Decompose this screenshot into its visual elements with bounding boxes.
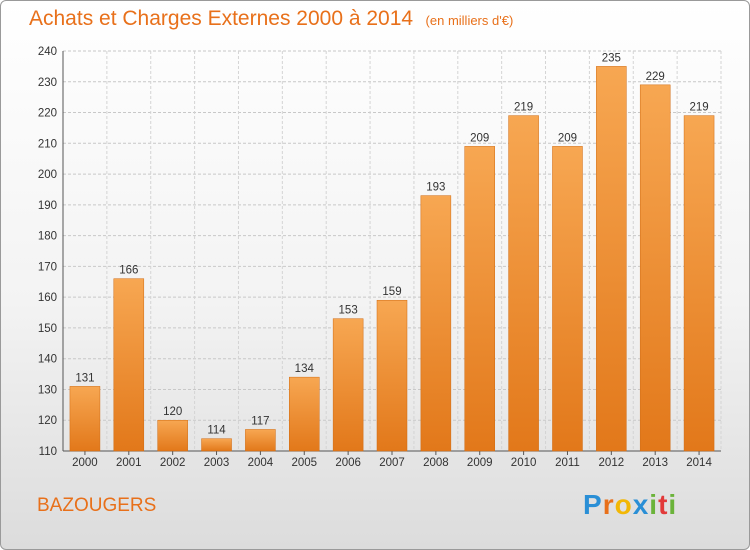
bar-value-label: 131 [75, 372, 94, 384]
bar [376, 299, 408, 452]
labels: 110 120 130 140 150 160 170 180 190 200 210 220 230 2… [38, 46, 713, 469]
x-tick-label: 2000 [72, 457, 98, 469]
title-block: Achats et Charges Externes 2000 à 2014 (… [29, 7, 513, 31]
x-tick-label: 2011 [555, 457, 580, 469]
y-tick-label: 200 [38, 169, 57, 181]
commune-name: BAZOUGERS [37, 495, 157, 516]
x-tick-label: 2012 [599, 457, 625, 469]
x-tick-label: 2010 [511, 457, 537, 469]
bar-value-label: 120 [163, 406, 182, 418]
bars [69, 66, 715, 452]
bar-value-label: 235 [602, 52, 621, 64]
bar-value-label: 229 [646, 71, 665, 83]
bar-value-label: 117 [251, 415, 269, 427]
bar-value-label: 219 [689, 102, 708, 114]
y-tick-label: 220 [38, 108, 57, 120]
x-tick-label: 2003 [204, 457, 230, 469]
x-tick-label: 2014 [686, 457, 712, 469]
x-tick-label: 2009 [467, 457, 493, 469]
grid-lines [62, 50, 722, 452]
bar [552, 146, 583, 452]
y-tick-label: 170 [38, 261, 57, 273]
bar [596, 66, 627, 452]
bar-value-label: 153 [339, 305, 358, 317]
y-tick-label: 210 [38, 138, 57, 150]
bar [113, 278, 145, 452]
y-tick-label: 130 [38, 384, 57, 396]
chart-unit: (en milliers d'€) [425, 13, 514, 28]
bar-value-label: 166 [119, 265, 138, 277]
bar [420, 195, 452, 452]
x-tick-label: 2005 [291, 457, 317, 469]
bar-value-label: 219 [514, 102, 533, 114]
y-tick-label: 160 [38, 292, 57, 304]
proxiti-logo[interactable]: Proxiti [583, 489, 678, 520]
bar [157, 419, 188, 452]
bar [245, 429, 276, 452]
bar-value-label: 193 [426, 182, 445, 194]
chart-title: Achats et Charges Externes 2000 à 2014 [29, 7, 414, 30]
bar [639, 84, 671, 452]
bar-value-label: 209 [558, 132, 577, 144]
bar-value-label: 209 [470, 132, 489, 144]
y-tick-label: 140 [38, 354, 57, 366]
x-tick-label: 2006 [335, 457, 361, 469]
y-tick-label: 180 [38, 231, 57, 243]
x-tick-label: 2001 [116, 457, 142, 469]
y-tick-label: 240 [38, 46, 57, 58]
bar [69, 386, 101, 452]
bar [683, 115, 715, 452]
y-tick-label: 190 [38, 200, 57, 212]
x-tick-label: 2008 [423, 457, 449, 469]
bar [332, 318, 364, 452]
y-tick-label: 110 [39, 446, 57, 458]
y-tick-label: 230 [38, 77, 57, 89]
bar [464, 146, 495, 452]
bar-value-label: 159 [382, 286, 401, 298]
bar [508, 115, 539, 452]
bar [201, 438, 232, 452]
x-tick-label: 2002 [160, 457, 186, 469]
y-tick-label: 150 [38, 323, 57, 335]
bar-value-label: 134 [295, 363, 315, 375]
x-tick-label: 2004 [248, 457, 274, 469]
x-tick-label: 2013 [642, 457, 668, 469]
x-tick-label: 2007 [379, 457, 405, 469]
y-tick-label: 120 [38, 415, 57, 427]
bar-value-label: 114 [207, 425, 226, 437]
bar [289, 376, 320, 452]
